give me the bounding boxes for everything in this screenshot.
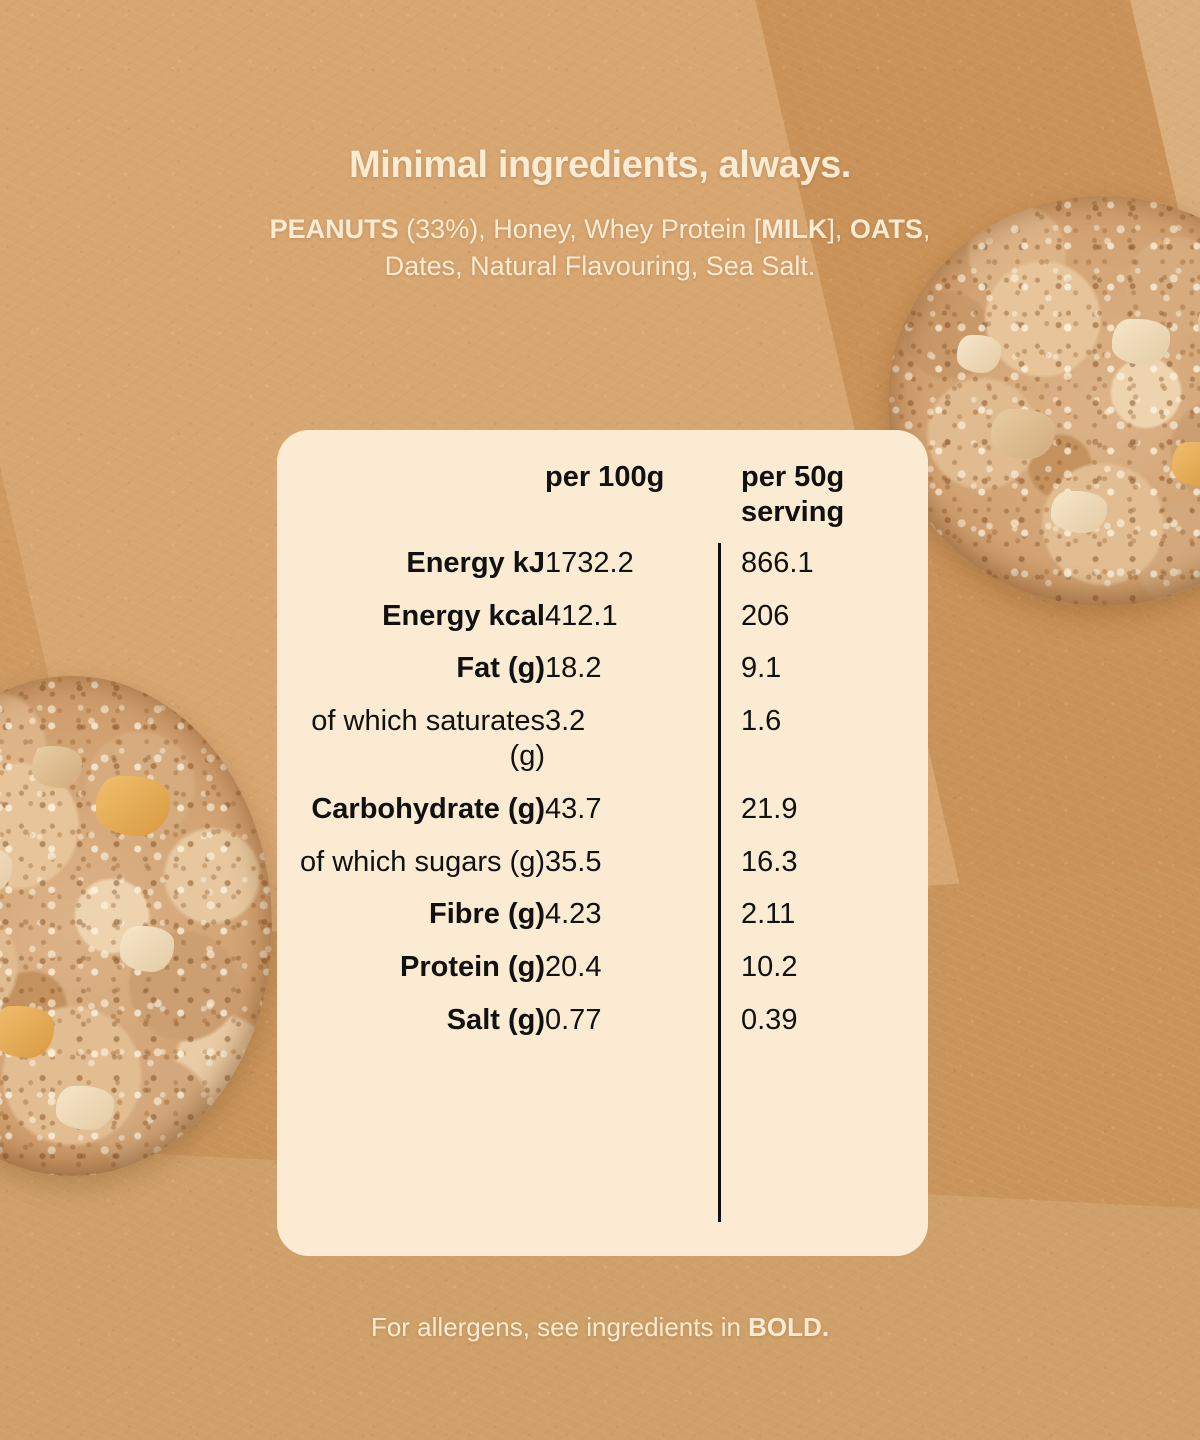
table-header-row: per 100g per 50g serving — [277, 460, 928, 537]
cookie-photo-top-right — [888, 196, 1200, 606]
header-per-100g: per 100g — [545, 461, 665, 493]
value-per-100g: 4.23 — [545, 898, 602, 931]
allergen-ingredient: MILK — [761, 214, 828, 244]
cookie-chunk — [32, 746, 82, 788]
nutrient-label: Energy kcal — [382, 599, 545, 632]
column-divider — [718, 543, 721, 1222]
value-per-100g: 3.2 — [545, 705, 586, 738]
ingredient-text: , Dates, Natural Flavouring, Sea Salt. — [384, 214, 931, 281]
table-row: Energy kJ 1732.2 866.1 — [277, 537, 928, 590]
table-row: Fibre (g) 4.23 2.11 — [277, 888, 928, 941]
nutrient-label: Energy kJ — [406, 546, 545, 579]
value-per-100g: 0.77 — [545, 1003, 602, 1036]
nutrient-label: Carbohydrate (g) — [311, 792, 545, 825]
ingredient-text: (33%), Honey, Whey Protein [ — [398, 214, 762, 244]
table-row: of which sugars (g) 35.5 16.3 — [277, 836, 928, 889]
allergen-ingredient: OATS — [849, 214, 923, 244]
cookie-chunk — [96, 776, 170, 836]
value-per-50g: 9.1 — [741, 652, 782, 685]
cookie-chunk — [1111, 319, 1170, 365]
cookie-chunk — [56, 1086, 114, 1130]
nutrient-label: of which saturates (g) — [311, 705, 545, 772]
nutrition-table-body: Energy kJ 1732.2 866.1 Energy kcal 412.1 206 F… — [277, 537, 928, 1047]
cookie-chunk — [991, 409, 1056, 460]
value-per-100g: 20.4 — [545, 951, 602, 984]
cookie-photo-left — [0, 676, 272, 1176]
cookie-chunk — [1197, 302, 1200, 343]
nutrient-label: Protein (g) — [400, 951, 545, 984]
value-per-50g: 2.11 — [741, 898, 796, 931]
table-row: of which saturates (g) 3.2 1.6 — [277, 695, 928, 783]
allergen-note-text: For allergens, see ingredients in — [370, 1312, 749, 1342]
nutrient-label: of which sugars (g) — [300, 845, 545, 878]
value-per-50g: 866.1 — [741, 546, 814, 579]
cookie-chunk — [1051, 491, 1108, 534]
table-row: Energy kcal 412.1 206 — [277, 590, 928, 643]
cookie-chunk — [956, 335, 1001, 374]
value-per-50g: 10.2 — [741, 951, 798, 984]
value-per-50g: 16.3 — [741, 845, 798, 878]
value-per-50g: 0.39 — [741, 1003, 798, 1036]
header-nutrient — [277, 460, 545, 537]
value-per-100g: 412.1 — [545, 599, 618, 632]
allergen-note-emphasis: BOLD. — [748, 1312, 830, 1342]
value-per-50g: 1.6 — [741, 705, 782, 738]
value-per-50g: 206 — [741, 599, 790, 632]
nutrient-label: Fat (g) — [456, 652, 545, 685]
table-row: Fat (g) 18.2 9.1 — [277, 642, 928, 695]
table-row: Protein (g) 20.4 10.2 — [277, 941, 928, 994]
nutrition-table: per 100g per 50g serving Energy kJ 1732.2… — [277, 460, 928, 1047]
value-per-100g: 43.7 — [545, 792, 602, 825]
nutrient-label: Fibre (g) — [429, 898, 545, 931]
value-per-100g: 35.5 — [545, 845, 602, 878]
cookie-crumb-texture — [888, 196, 1200, 606]
allergen-note: For allergens, see ingredients in BOLD. — [0, 1312, 1200, 1343]
cookie-chunk — [0, 1006, 54, 1058]
cookie-chunk — [120, 926, 174, 972]
ingredient-text: ], — [827, 214, 850, 244]
header-per-50g-serving: per 50g serving — [741, 461, 845, 529]
nutrition-table-card: per 100g per 50g serving Energy kJ 1732.2… — [277, 430, 928, 1256]
value-per-100g: 1732.2 — [545, 546, 634, 579]
table-row: Salt (g) 0.77 0.39 — [277, 994, 928, 1047]
ingredients-list: PEANUTS (33%), Honey, Whey Protein [MILK… — [260, 211, 940, 284]
value-per-100g: 18.2 — [545, 652, 602, 685]
page-title: Minimal ingredients, always. — [349, 144, 851, 186]
nutrient-label: Salt (g) — [446, 1003, 545, 1036]
value-per-50g: 21.9 — [741, 792, 798, 825]
allergen-ingredient: PEANUTS — [269, 214, 399, 244]
table-row: Carbohydrate (g) 43.7 21.9 — [277, 783, 928, 836]
